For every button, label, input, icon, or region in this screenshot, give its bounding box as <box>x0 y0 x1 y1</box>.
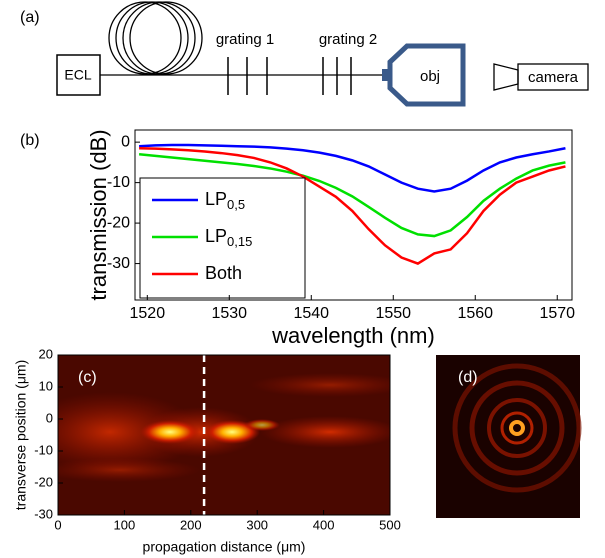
y-tick-label: 20 <box>39 346 53 361</box>
figure: (a) ECL grating 1 grating 2 obj camera (… <box>0 0 605 558</box>
x-tick-label: 200 <box>180 517 202 532</box>
x-tick-label: 300 <box>246 517 268 532</box>
legend-subscript: 0,15 <box>227 234 252 249</box>
y-tick-label: -30 <box>34 506 53 521</box>
legend-label: Both <box>205 263 242 283</box>
camera-lens <box>494 64 518 90</box>
panel-label: (a) <box>20 9 40 26</box>
x-tick-label: 1530 <box>211 305 247 322</box>
x-tick-label: 500 <box>379 517 401 532</box>
fiber-coil <box>109 2 202 74</box>
gratings <box>228 57 351 95</box>
x-tick-label: 1550 <box>375 305 411 322</box>
y-tick-label: -20 <box>34 474 53 489</box>
legend-subscript: 0,5 <box>227 197 245 212</box>
legend-name: LP <box>205 189 227 209</box>
x-tick-label: 1540 <box>293 305 329 322</box>
panel-label: (d) <box>458 369 478 386</box>
legend-name: LP <box>205 226 227 246</box>
camera-label: camera <box>528 69 579 86</box>
y-tick-label: 10 <box>39 378 53 393</box>
y-axis-label: transverse position (μm) <box>13 360 29 510</box>
objective-label: obj <box>420 68 440 85</box>
x-axis-label: wavelength (nm) <box>271 323 435 348</box>
y-tick-label: 0 <box>121 133 130 150</box>
x-tick-label: 400 <box>313 517 335 532</box>
panel-label: (c) <box>78 369 97 386</box>
y-tick-label: 0 <box>46 410 53 425</box>
x-tick-label: 1560 <box>457 305 493 322</box>
x-tick-label: 0 <box>54 517 61 532</box>
x-tick-label: 100 <box>114 517 136 532</box>
panel-label: (b) <box>20 132 40 149</box>
grating-label: grating 2 <box>319 31 377 48</box>
laser-label: ECL <box>64 67 91 83</box>
x-tick-label: 1520 <box>130 305 166 322</box>
x-axis-label: propagation distance (μm) <box>143 539 306 555</box>
legend-name: Both <box>205 263 242 283</box>
y-axis-label: transmission (dB) <box>86 129 111 300</box>
y-tick-label: -10 <box>34 442 53 457</box>
x-tick-label: 1570 <box>539 305 575 322</box>
grating-label: grating 1 <box>216 31 274 48</box>
